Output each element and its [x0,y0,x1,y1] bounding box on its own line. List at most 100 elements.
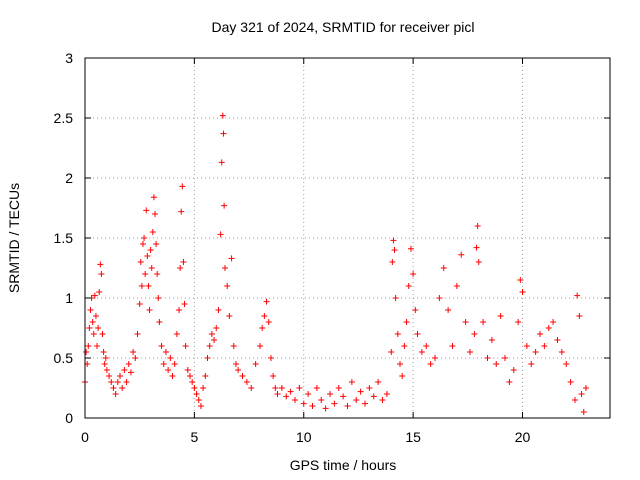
data-point [506,379,513,385]
data-point [132,355,139,361]
data-point [150,194,157,201]
data-point [427,361,434,367]
data-point [357,388,364,395]
data-point [152,211,158,217]
data-point [414,331,421,337]
data-point [106,373,113,379]
data-point [379,397,386,403]
x-tick-label: 15 [405,429,421,445]
data-point [193,391,200,397]
data-point [117,373,123,379]
data-point [405,283,412,289]
data-point [259,325,266,331]
y-tick-label: 0 [65,410,73,426]
data-point [462,319,469,325]
data-point [391,247,398,253]
data-point [578,391,585,397]
data-point [554,337,561,343]
data-point [449,343,456,349]
data-point [218,159,225,166]
data-point [239,373,246,379]
data-point [309,403,316,409]
data-point [146,307,153,313]
data-point [331,400,338,407]
data-point [226,313,233,319]
data-point [375,379,382,385]
data-point [158,343,165,349]
data-point [222,265,228,271]
data-point [523,343,530,349]
y-tick-label: 1 [65,290,73,306]
x-tick-label: 20 [515,429,531,445]
data-point [147,247,154,253]
data-point [537,331,543,337]
data-point [475,259,482,265]
data-point [563,361,570,367]
data-point [200,385,207,391]
data-point [458,251,465,258]
data-point [397,361,403,367]
data-point [287,388,294,395]
data-point [390,237,397,244]
data-point [83,349,90,355]
data-point [436,295,443,301]
data-point [176,307,183,313]
data-point [162,349,169,355]
data-point [474,223,481,229]
data-point [582,385,589,391]
data-point [453,283,460,289]
data-point [366,385,373,391]
data-point [108,379,115,385]
data-point [410,271,417,277]
data-point [497,313,504,319]
data-point [195,397,202,403]
data-point [232,361,239,367]
data-point [572,397,578,403]
data-point [318,397,325,403]
data-point [296,385,303,391]
data-point [136,301,143,307]
data-point [167,355,174,361]
data-point [344,403,351,409]
data-points [82,112,589,415]
data-point [423,343,430,349]
data-point [407,245,414,252]
data-point [160,361,167,367]
data-point [340,393,347,400]
data-point [528,361,535,367]
data-point [91,292,98,299]
data-point [173,331,180,337]
data-point [127,369,134,376]
data-point [473,244,480,251]
data-point [143,207,150,214]
data-point [171,361,178,367]
data-point [114,379,121,385]
data-point [467,349,473,355]
data-point [519,289,526,295]
data-point [181,301,188,307]
data-point [300,400,307,407]
data-point [156,319,163,325]
data-point [155,295,162,301]
data-point [274,391,281,397]
data-point [221,202,228,209]
data-point [90,331,97,337]
data-point [267,355,274,361]
data-point [257,343,263,349]
data-point [292,397,298,403]
data-point [169,373,176,379]
y-tick-label: 0.5 [54,350,74,366]
data-point [348,379,355,385]
data-point [121,367,128,373]
data-point [445,307,452,313]
data-point [327,391,333,397]
data-point [412,307,419,313]
data-point [144,253,151,259]
data-point [272,385,279,391]
data-point [394,331,401,337]
data-point [493,361,500,367]
data-point [184,367,191,373]
data-point [98,271,105,277]
data-point [148,265,155,271]
